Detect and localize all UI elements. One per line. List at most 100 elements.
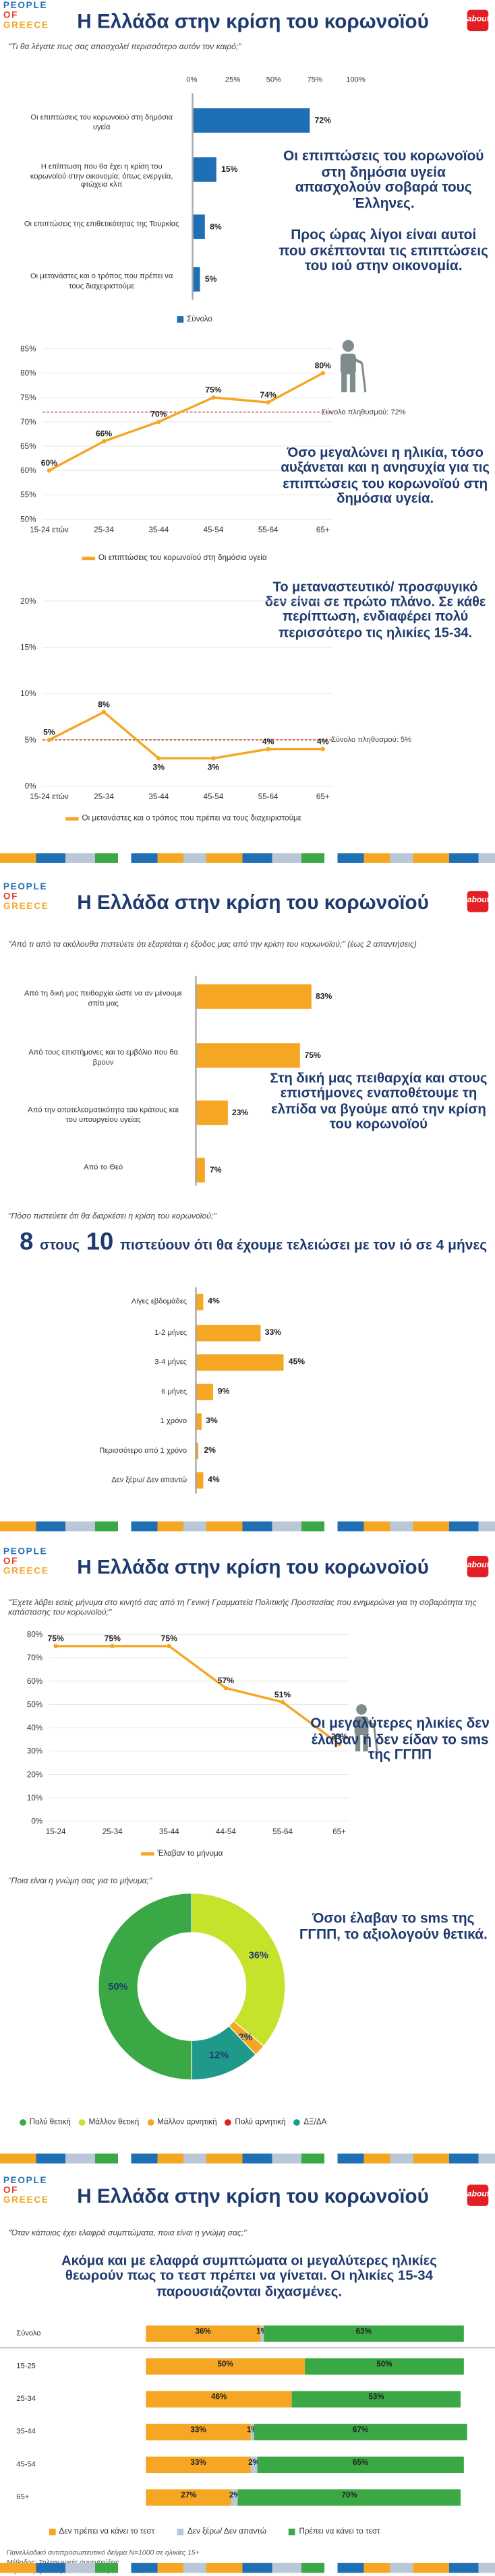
section-header: PEOPLE OF GREECE Η Ελλάδα στην κρίση του κο… bbox=[0, 2175, 495, 2214]
bar-category-label: Από την αποτελεσματικότητα του κράτους κ… bbox=[28, 1105, 179, 1123]
annotation-note: Όσο μεγαλώνει η ηλικία, τόσο αυξάνεται κ… bbox=[281, 443, 490, 507]
stacked-bar-segment bbox=[260, 2325, 264, 2342]
x-tick-label: 35-44 bbox=[148, 526, 169, 534]
legend-swatch bbox=[177, 316, 184, 323]
slice-label: 36% bbox=[249, 1950, 268, 1961]
decorative-stripes bbox=[0, 1521, 495, 1532]
segment-value-label: 70% bbox=[341, 2492, 357, 2501]
headline: 8 στους 10 πιστεύουν ότι θα έχουμε τελειώσε… bbox=[20, 1228, 495, 1258]
logo-line: PEOPLE bbox=[3, 1, 48, 12]
x-tick-label: 15-24 ετών bbox=[30, 792, 69, 801]
logo-line: OF bbox=[3, 2187, 19, 2197]
question-text: "Όταν κάποιος έχει ελαφρά συμπτώματα, πο… bbox=[8, 2228, 247, 2239]
data-point bbox=[110, 1643, 115, 1649]
stacked-bar-segment bbox=[146, 2424, 251, 2441]
legend: Σύνολο bbox=[177, 316, 212, 325]
y-tick-label: 15% bbox=[20, 643, 36, 652]
data-point bbox=[266, 400, 270, 405]
y-tick-label: 55% bbox=[20, 491, 36, 499]
x-tick-label: 35-44 bbox=[159, 1827, 179, 1836]
bar-category-label: Σύνολο bbox=[16, 2329, 41, 2337]
stacked-bar-segment bbox=[254, 2424, 467, 2441]
x-tick-label: 65+ bbox=[316, 526, 330, 534]
bar-value-label: 3% bbox=[206, 1416, 218, 1426]
data-point bbox=[101, 439, 107, 444]
y-tick-label: 75% bbox=[20, 394, 36, 402]
bar bbox=[195, 1413, 201, 1430]
slice-label: 12% bbox=[209, 2050, 229, 2061]
y-tick-label: 20% bbox=[27, 1770, 42, 1779]
page-title: Η Ελλάδα στην κρίση του κορωνοϊού bbox=[77, 9, 429, 33]
section-header: PEOPLE OF GREECE Η Ελλάδα στην κρίση του κο… bbox=[0, 881, 495, 920]
logo-line: PEOPLE bbox=[3, 2176, 48, 2187]
legend-swatch bbox=[289, 2528, 296, 2536]
reference-line-label: Σύνολο πληθυσμού: 72% bbox=[321, 408, 406, 416]
annotation-note: Οι μεγαλύτερες ηλικίες δεν έλαβαν ή δεν … bbox=[310, 1714, 490, 1763]
bar-value-label: 83% bbox=[315, 992, 332, 1003]
data-point bbox=[101, 710, 107, 714]
segment-value-label: 63% bbox=[355, 2329, 372, 2337]
legend: Έλαβαν το μήνυμα bbox=[141, 1850, 223, 1859]
x-tick-label: 100% bbox=[346, 75, 366, 84]
legend-label: Οι μετανάστες και ο τρόπος που πρέπει να… bbox=[82, 815, 301, 824]
x-axis-ticks: 0% 25% 50% 75% 100% bbox=[0, 75, 495, 88]
bar-category-label: 25-34 bbox=[16, 2394, 36, 2403]
axis-line bbox=[0, 2346, 495, 2348]
people-of-greece-logo: PEOPLE OF GREECE bbox=[3, 2176, 49, 2207]
segment-value-label: 2% bbox=[248, 2459, 260, 2468]
annotation-note: Όσοι έλαβαν το sms της ΓΓΠΠ, το αξιολογο… bbox=[299, 1909, 488, 1942]
data-label: 8% bbox=[98, 699, 110, 709]
data-label: 75% bbox=[161, 1634, 178, 1643]
y-tick-label: 70% bbox=[20, 418, 36, 427]
data-point bbox=[53, 1643, 58, 1649]
segment-value-label: 67% bbox=[352, 2427, 369, 2436]
question-text: "Τι θα λέγατε πως σας απασχολεί περισσότ… bbox=[8, 42, 241, 53]
data-label: 4% bbox=[262, 736, 274, 746]
bar bbox=[192, 157, 216, 182]
data-point bbox=[156, 756, 161, 761]
bar-category-label: Περισσότερο από 1 χρόνο bbox=[99, 1446, 187, 1455]
data-label: 75% bbox=[105, 1634, 121, 1643]
data-point bbox=[156, 419, 161, 425]
x-tick-label: 35-44 bbox=[148, 792, 169, 801]
bar bbox=[195, 1158, 205, 1183]
legend-item: Δεν πρέπει να κάνει το τεστ bbox=[49, 2528, 154, 2537]
bar-category-label: Οι μετανάστες και ο τρόπος που πρέπει να… bbox=[30, 272, 173, 289]
donut-slice bbox=[191, 1893, 286, 2047]
section-header: PEOPLE OF GREECE Η Ελλάδα στην κρίση του κο… bbox=[0, 0, 495, 39]
data-point bbox=[337, 1742, 342, 1747]
donut-slice bbox=[98, 1893, 192, 2081]
y-tick-label: 50% bbox=[27, 1700, 42, 1709]
page-title: Η Ελλάδα στην κρίση του κορωνοϊού bbox=[77, 1555, 429, 1579]
data-point bbox=[266, 747, 270, 751]
legend-item: Πρέπει να κάνει το τεστ bbox=[289, 2528, 380, 2537]
bar bbox=[195, 1472, 203, 1489]
bar-category-label: Δεν ξέρω/ Δεν απαντώ bbox=[111, 1475, 187, 1484]
brand-logo: aboutpeople bbox=[467, 9, 495, 32]
legend: Οι επιπτώσεις του κορωνοϊού στη δημόσια … bbox=[82, 555, 267, 563]
data-point bbox=[320, 747, 325, 751]
legend-swatch bbox=[177, 2528, 185, 2536]
legend-swatch bbox=[293, 2119, 301, 2126]
bar-value-label: 8% bbox=[210, 222, 222, 233]
elderly-figure-icon bbox=[354, 1704, 378, 1752]
annotation-note: Ακόμα και με ελαφρά συμπτώματα οι μεγαλύ… bbox=[61, 2251, 437, 2299]
segment-value-label: 50% bbox=[217, 2361, 233, 2370]
brand-logo: aboutpeople bbox=[467, 891, 495, 912]
data-point bbox=[211, 756, 216, 761]
stacked-bar-segment bbox=[250, 2456, 258, 2474]
y-tick-label: 10% bbox=[20, 689, 36, 698]
axis-line bbox=[195, 976, 196, 1186]
decorative-stripes bbox=[0, 2154, 495, 2164]
segment-value-label: 65% bbox=[352, 2459, 369, 2468]
people-of-greece-logo: PEOPLE OF GREECE bbox=[3, 1548, 49, 1578]
bar bbox=[192, 214, 205, 239]
annotation-note: Οι επιπτώσεις του κορωνοϊού στη δημόσια … bbox=[283, 147, 484, 212]
x-tick-label: 25-34 bbox=[94, 526, 114, 534]
legend-item: Μάλλον θετική bbox=[78, 2119, 139, 2128]
legend-label: Πολύ αρνητική bbox=[235, 2119, 286, 2128]
y-tick-label: 60% bbox=[20, 466, 36, 475]
bar bbox=[195, 1383, 213, 1401]
headline-text: πιστεύουν ότι θα έχουμε τελειώσει με τον… bbox=[119, 1236, 488, 1253]
